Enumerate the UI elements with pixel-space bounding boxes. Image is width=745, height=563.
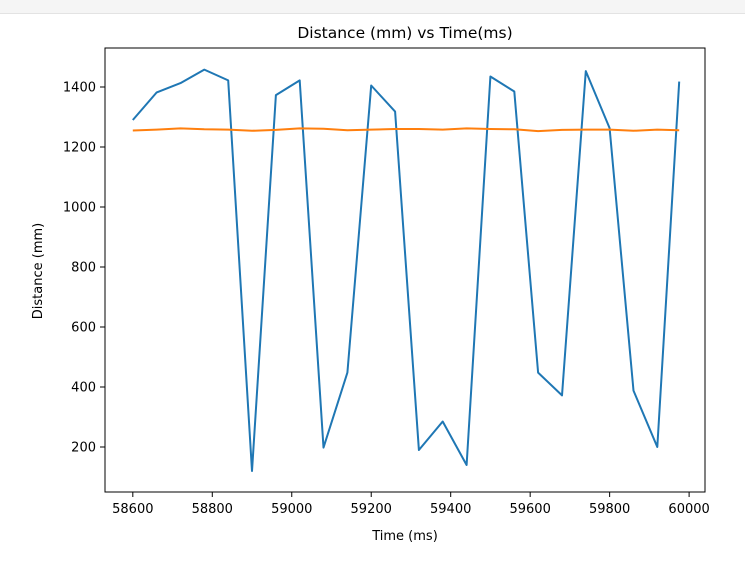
axes-frame bbox=[104, 47, 706, 493]
y-tick-label: 200 bbox=[71, 441, 96, 456]
y-tick-label: 800 bbox=[71, 261, 96, 276]
x-tick-label: 59000 bbox=[271, 502, 312, 517]
x-axis-label: Time (ms) bbox=[371, 529, 438, 544]
y-axis: 200 400 600 800 1000 1200 1400 bbox=[63, 81, 105, 456]
x-tick-label: 59600 bbox=[509, 502, 550, 517]
x-tick-label: 59400 bbox=[430, 502, 471, 517]
y-axis-label: Distance (mm) bbox=[31, 223, 46, 319]
x-tick-label: 59800 bbox=[589, 502, 630, 517]
y-tick-label: 400 bbox=[71, 381, 96, 396]
x-tick-label: 58800 bbox=[192, 502, 233, 517]
y-tick-label: 600 bbox=[71, 321, 96, 336]
x-tick-label: 59200 bbox=[351, 502, 392, 517]
x-axis: 58600 58800 59000 59200 59400 59600 59800 60000 bbox=[112, 492, 710, 517]
top-bar bbox=[0, 0, 745, 14]
chart-title: Distance (mm) vs Time(ms) bbox=[297, 24, 512, 42]
x-tick-label: 58600 bbox=[112, 502, 153, 517]
series-line-1 bbox=[132, 68, 681, 472]
plot-area bbox=[132, 68, 681, 472]
y-tick-label: 1200 bbox=[63, 141, 96, 156]
x-tick-label: 60000 bbox=[668, 502, 709, 517]
series-line-2 bbox=[132, 127, 680, 133]
y-tick-label: 1400 bbox=[63, 81, 96, 96]
y-tick-label: 1000 bbox=[63, 201, 96, 216]
